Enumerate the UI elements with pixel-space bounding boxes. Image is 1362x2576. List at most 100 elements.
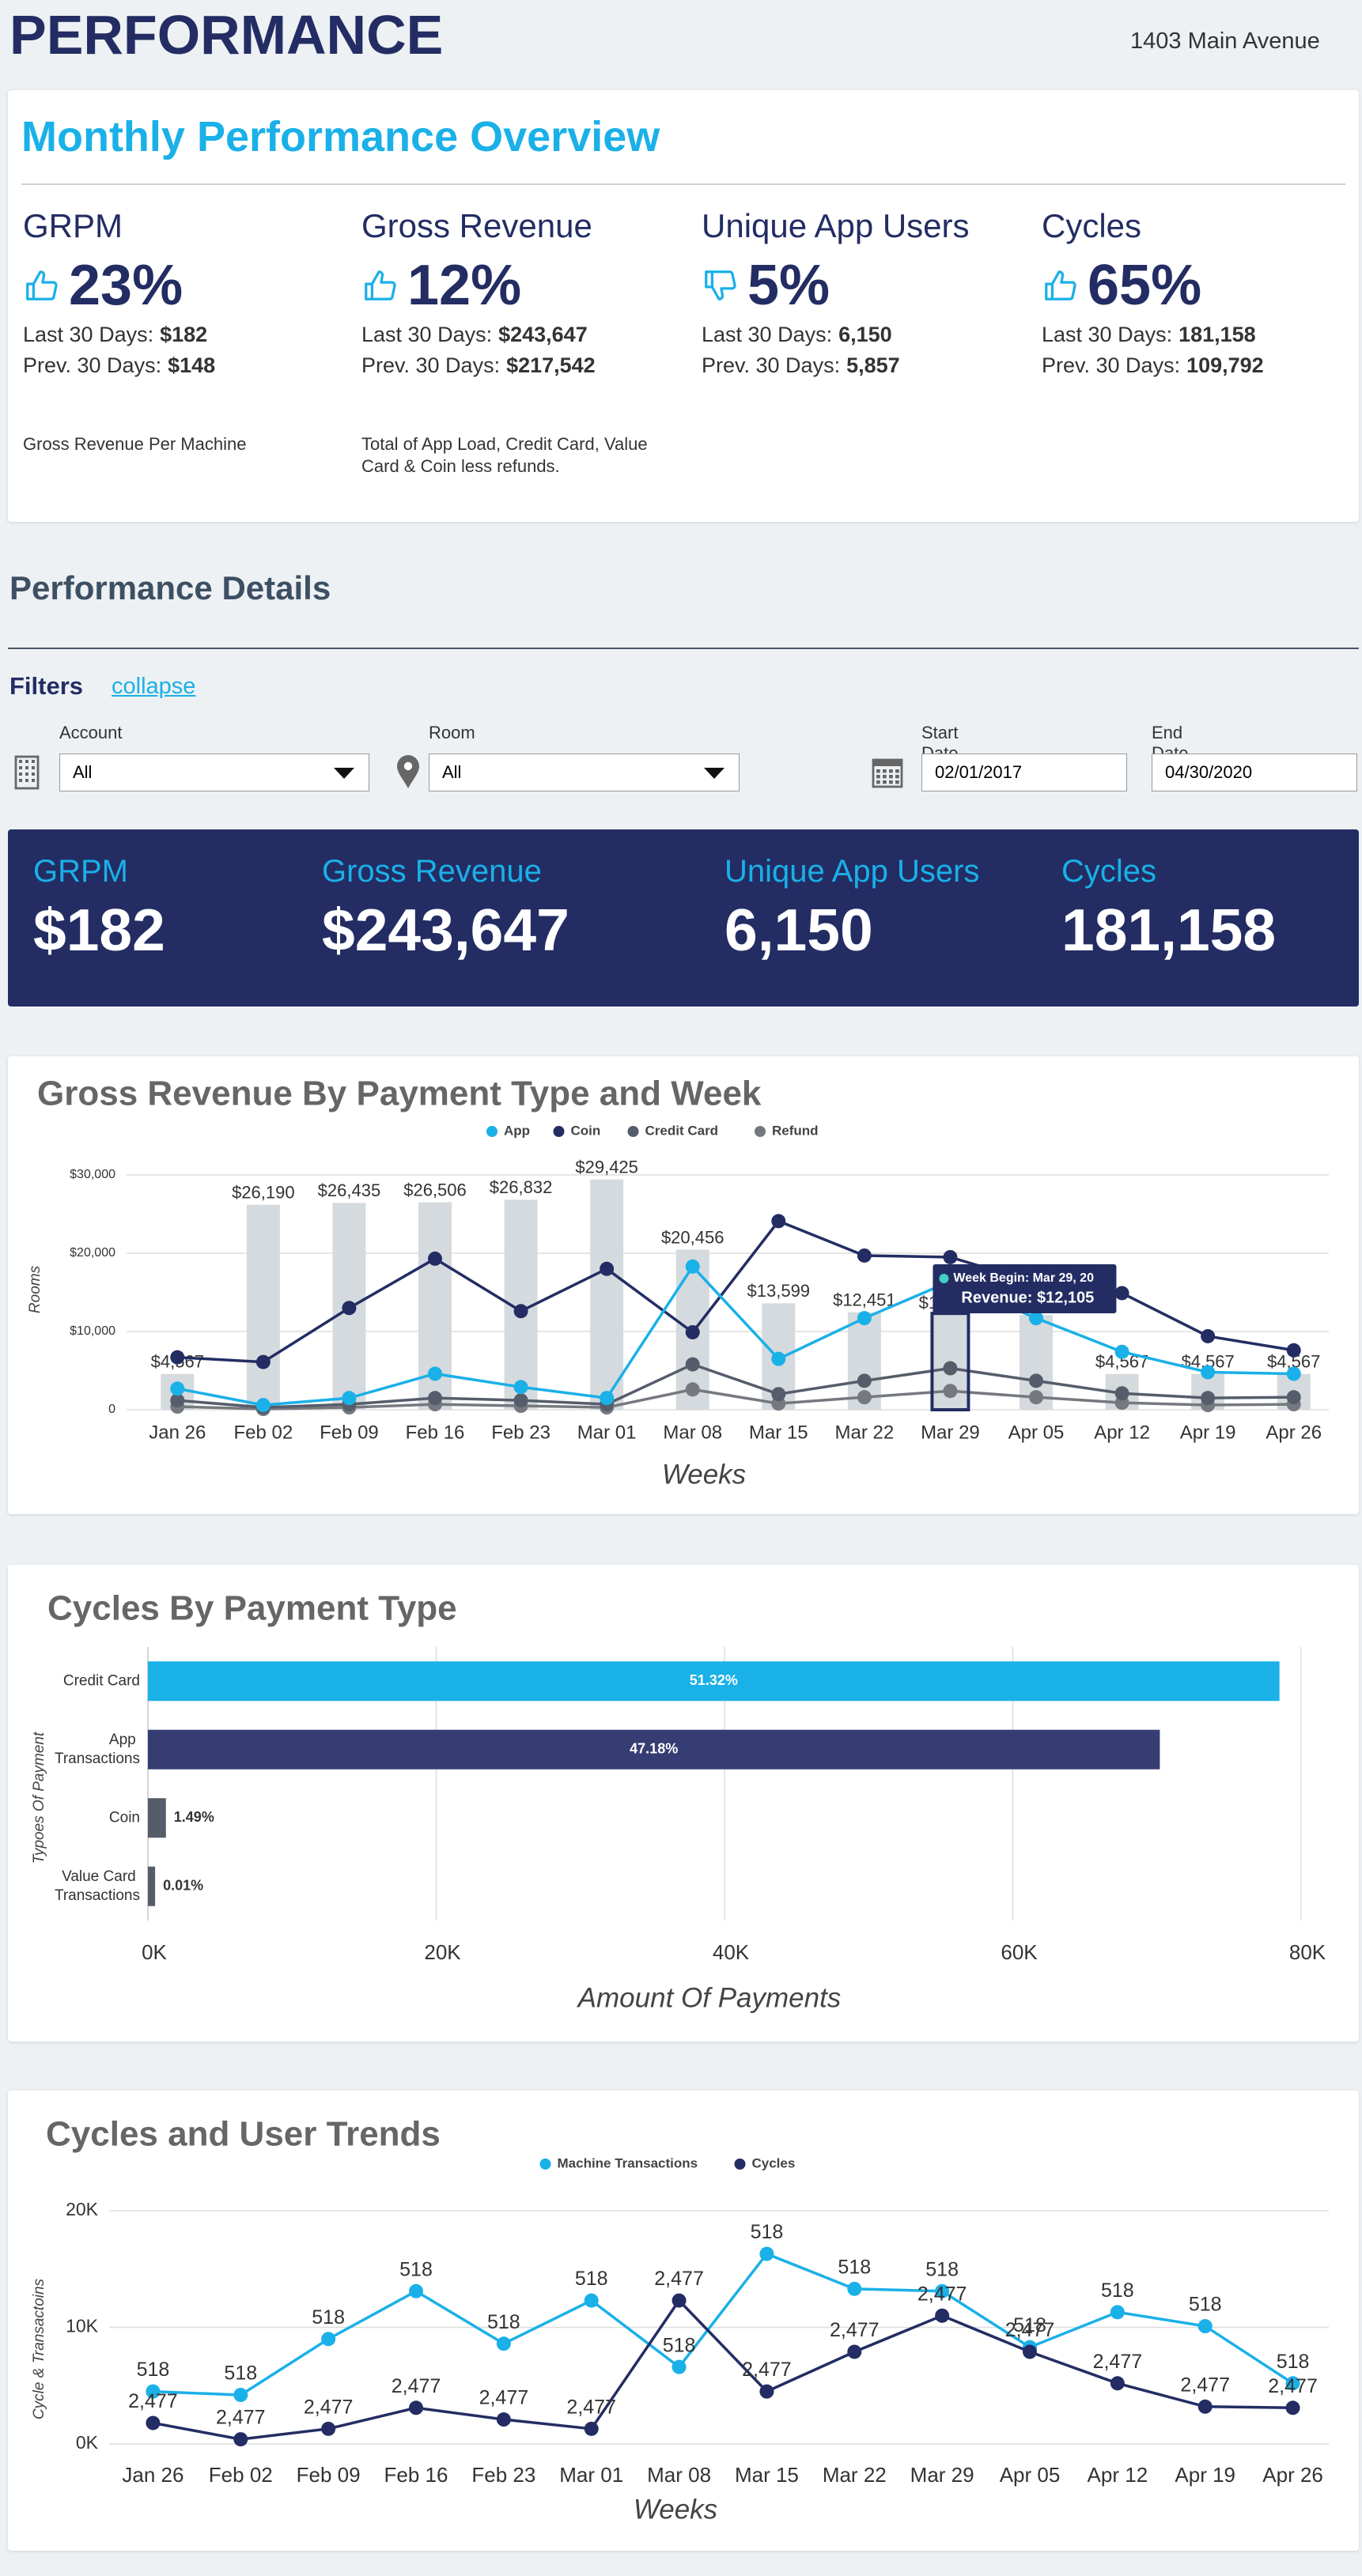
icon-shape xyxy=(25,766,28,769)
page-title: PERFORMANCE xyxy=(9,4,444,66)
bar-percent-label: 51.32% xyxy=(690,1672,738,1688)
x-tick-label: Apr 12 xyxy=(1094,1422,1150,1443)
chart: Cycles and User Trends Machine Transactio… xyxy=(31,2115,1329,2525)
point xyxy=(943,1384,958,1399)
point-label: 518 xyxy=(312,2306,345,2329)
y-tick-label: $20,000 xyxy=(70,1246,115,1260)
field-value: 02/01/2017 xyxy=(935,762,1023,782)
x-tick-label: Apr 19 xyxy=(1180,1422,1236,1443)
point-label: 518 xyxy=(575,2268,608,2290)
x-tick-label: Mar 01 xyxy=(559,2463,623,2487)
tooltip-text: Revenue: $12,105 xyxy=(961,1289,1094,1306)
point xyxy=(233,2432,248,2447)
chart-title: Cycles and User Trends xyxy=(46,2115,441,2154)
y-tick-label: Value Card Transactions xyxy=(55,1868,140,1904)
chart-card: Gross Revenue By Payment Type and Week Ap… xyxy=(8,1056,1359,1514)
point xyxy=(170,1393,185,1408)
x-axis-title: Weeks xyxy=(634,2494,717,2525)
summary-name: Gross Revenue xyxy=(322,854,542,889)
x-tick-label: 80K xyxy=(1289,1940,1326,1964)
y-tick-label: Credit Card xyxy=(63,1672,140,1689)
bar-value-label: $29,425 xyxy=(575,1158,638,1177)
icon-shape xyxy=(895,775,899,779)
x-tick-label: Jan 26 xyxy=(122,2463,183,2487)
point-label: 2,477 xyxy=(392,2375,441,2397)
point xyxy=(857,1311,872,1326)
kpi-name: GRPM xyxy=(23,207,123,244)
section-title: Performance Details xyxy=(9,569,331,606)
chart-card: Cycles By Payment Type 0K 20K 40K 60K 80K 51.3… xyxy=(8,1565,1359,2042)
thumb-icon xyxy=(1045,270,1076,300)
overview-card: Monthly Performance Overview GRPM 23% Last… xyxy=(8,90,1359,522)
x-tick-label: Feb 23 xyxy=(491,1422,550,1443)
kpi-change: 65% xyxy=(1088,254,1202,317)
icon-shape xyxy=(876,780,880,784)
date-input[interactable]: 02/01/2017 xyxy=(921,754,1127,791)
point xyxy=(1201,1365,1216,1380)
point-label: 518 xyxy=(838,2256,871,2278)
y-tick-label: App Transactions xyxy=(55,1732,140,1767)
select-box[interactable]: All xyxy=(429,754,740,791)
legend-swatch xyxy=(539,2159,551,2170)
point xyxy=(1201,1328,1216,1343)
highlight xyxy=(930,1312,970,1411)
label-line: Transactions xyxy=(55,1887,140,1904)
icon-shape xyxy=(873,760,902,766)
select-box[interactable]: All xyxy=(59,754,369,791)
chart-title: Gross Revenue By Payment Type and Week xyxy=(37,1075,762,1113)
field-icon xyxy=(14,755,40,790)
kpi-line-value: 6,150 xyxy=(838,323,892,346)
kpi-line-value: $217,542 xyxy=(506,353,596,377)
kpi-name: Cycles xyxy=(1042,207,1142,244)
date-input[interactable]: 04/30/2020 xyxy=(1152,754,1357,791)
point-label: 2,477 xyxy=(830,2319,880,2341)
label-line: Value Card xyxy=(62,1868,140,1885)
x-tick-label: Apr 26 xyxy=(1266,1422,1322,1443)
bar xyxy=(590,1179,624,1410)
summary-value: 181,158 xyxy=(1061,897,1277,963)
point-label: 518 xyxy=(1189,2294,1222,2316)
point xyxy=(1029,1373,1043,1388)
kpi-line-label: Prev. 30 Days: xyxy=(361,353,501,377)
x-tick-label: Feb 09 xyxy=(297,2463,361,2487)
point xyxy=(170,1350,185,1365)
label-line: Transactions xyxy=(55,1751,140,1767)
kpi-name: Unique App Users xyxy=(702,207,970,244)
x-tick-label: Feb 16 xyxy=(406,1422,465,1443)
point-label: 518 xyxy=(1277,2351,1310,2373)
x-tick-label: 20K xyxy=(424,1940,461,1964)
point xyxy=(1286,1390,1301,1405)
point xyxy=(1285,2400,1300,2415)
kpi-line-label: Last 30 Days: xyxy=(1042,323,1173,346)
summary-name: GRPM xyxy=(33,854,128,889)
icon-shape xyxy=(14,755,40,790)
kpi-change: 5% xyxy=(747,254,830,317)
icon-shape xyxy=(32,779,35,782)
collapse-link[interactable]: collapse xyxy=(112,674,196,699)
y-axis-title: Rooms xyxy=(27,1265,44,1313)
legend-swatch xyxy=(755,1126,766,1137)
kpi-line: Prev. 30 Days: 5,857 xyxy=(702,353,900,378)
y-axis-title: Cycle & Transactoins xyxy=(31,2278,47,2419)
legend-swatch xyxy=(627,1126,639,1137)
point xyxy=(1110,2376,1125,2391)
x-tick-label: Mar 01 xyxy=(577,1422,637,1443)
point xyxy=(428,1366,442,1381)
thumb-up xyxy=(365,270,396,300)
icon-shape xyxy=(32,772,35,776)
bar-percent-label: 0.01% xyxy=(163,1878,203,1894)
x-tick-label: Apr 05 xyxy=(1000,2463,1061,2487)
legend-swatch xyxy=(486,1126,498,1137)
point xyxy=(496,2336,511,2351)
point-label: 518 xyxy=(925,2258,959,2280)
bar xyxy=(246,1204,280,1410)
kpi-line: Prev. 30 Days: $217,542 xyxy=(361,353,596,378)
point xyxy=(513,1380,528,1395)
kpi-line-label: Prev. 30 Days: xyxy=(23,353,162,377)
overview-title: Monthly Performance Overview xyxy=(21,113,660,161)
point xyxy=(496,2412,511,2427)
point xyxy=(672,2293,687,2308)
bar-value-label: $13,599 xyxy=(747,1281,811,1301)
point-label: 2,477 xyxy=(654,2268,704,2290)
